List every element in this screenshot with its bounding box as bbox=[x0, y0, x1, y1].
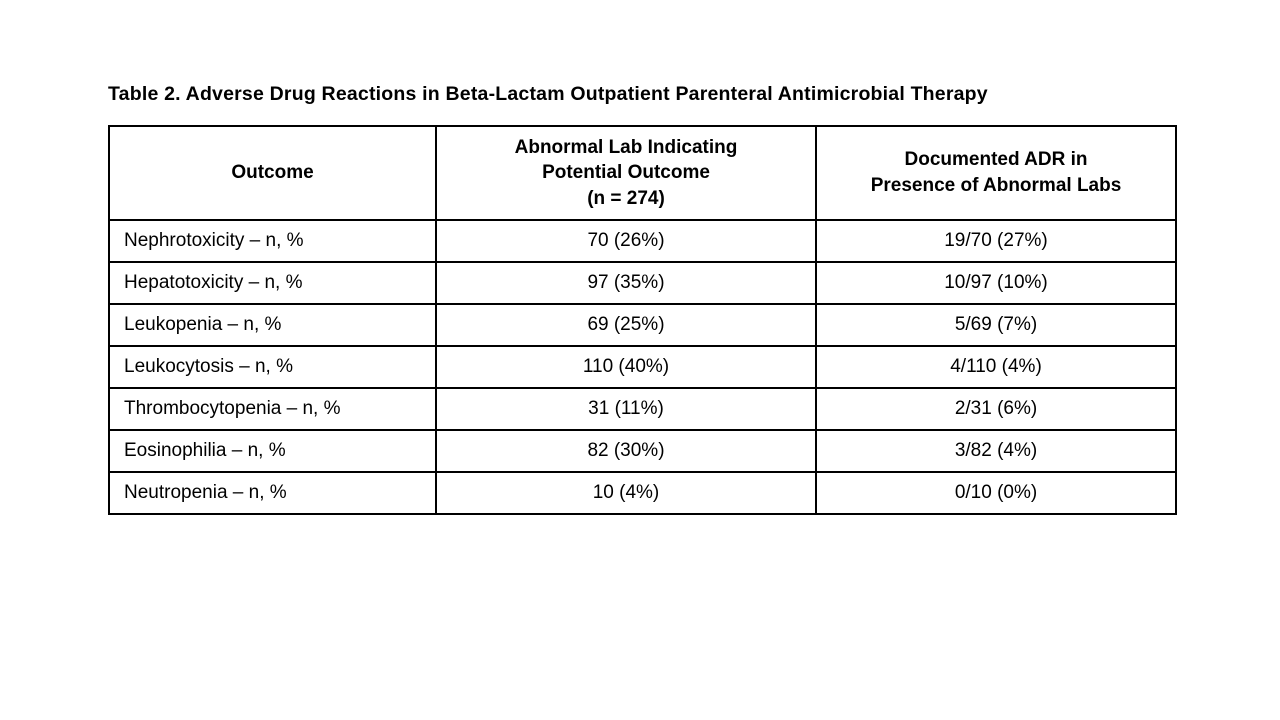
cell-abnormal-lab: 97 (35%) bbox=[435, 261, 817, 305]
table-row: Leukopenia – n, % 69 (25%) 5/69 (7%) bbox=[108, 303, 1177, 347]
table-header-row: Outcome Abnormal Lab Indicating Potentia… bbox=[108, 125, 1177, 221]
cell-outcome: Neutropenia – n, % bbox=[108, 471, 437, 515]
cell-documented-adr: 0/10 (0%) bbox=[815, 471, 1177, 515]
cell-outcome: Eosinophilia – n, % bbox=[108, 429, 437, 473]
table-row: Nephrotoxicity – n, % 70 (26%) 19/70 (27… bbox=[108, 219, 1177, 263]
cell-documented-adr: 4/110 (4%) bbox=[815, 345, 1177, 389]
cell-documented-adr: 10/97 (10%) bbox=[815, 261, 1177, 305]
cell-abnormal-lab: 31 (11%) bbox=[435, 387, 817, 431]
cell-abnormal-lab: 69 (25%) bbox=[435, 303, 817, 347]
header-documented-adr: Documented ADR in Presence of Abnormal L… bbox=[815, 125, 1177, 221]
table-row: Hepatotoxicity – n, % 97 (35%) 10/97 (10… bbox=[108, 261, 1177, 305]
cell-outcome: Thrombocytopenia – n, % bbox=[108, 387, 437, 431]
cell-outcome: Leukopenia – n, % bbox=[108, 303, 437, 347]
adverse-drug-reactions-table: Outcome Abnormal Lab Indicating Potentia… bbox=[108, 125, 1177, 515]
table-title: Table 2. Adverse Drug Reactions in Beta-… bbox=[108, 83, 988, 105]
cell-abnormal-lab: 70 (26%) bbox=[435, 219, 817, 263]
table-row: Neutropenia – n, % 10 (4%) 0/10 (0%) bbox=[108, 471, 1177, 515]
cell-abnormal-lab: 10 (4%) bbox=[435, 471, 817, 515]
cell-outcome: Leukocytosis – n, % bbox=[108, 345, 437, 389]
cell-documented-adr: 19/70 (27%) bbox=[815, 219, 1177, 263]
cell-documented-adr: 2/31 (6%) bbox=[815, 387, 1177, 431]
cell-documented-adr: 3/82 (4%) bbox=[815, 429, 1177, 473]
table-row: Thrombocytopenia – n, % 31 (11%) 2/31 (6… bbox=[108, 387, 1177, 431]
table-row: Eosinophilia – n, % 82 (30%) 3/82 (4%) bbox=[108, 429, 1177, 473]
cell-documented-adr: 5/69 (7%) bbox=[815, 303, 1177, 347]
cell-abnormal-lab: 82 (30%) bbox=[435, 429, 817, 473]
cell-outcome: Hepatotoxicity – n, % bbox=[108, 261, 437, 305]
header-abnormal-lab: Abnormal Lab Indicating Potential Outcom… bbox=[435, 125, 817, 221]
cell-abnormal-lab: 110 (40%) bbox=[435, 345, 817, 389]
table-row: Leukocytosis – n, % 110 (40%) 4/110 (4%) bbox=[108, 345, 1177, 389]
header-outcome: Outcome bbox=[108, 125, 437, 221]
cell-outcome: Nephrotoxicity – n, % bbox=[108, 219, 437, 263]
